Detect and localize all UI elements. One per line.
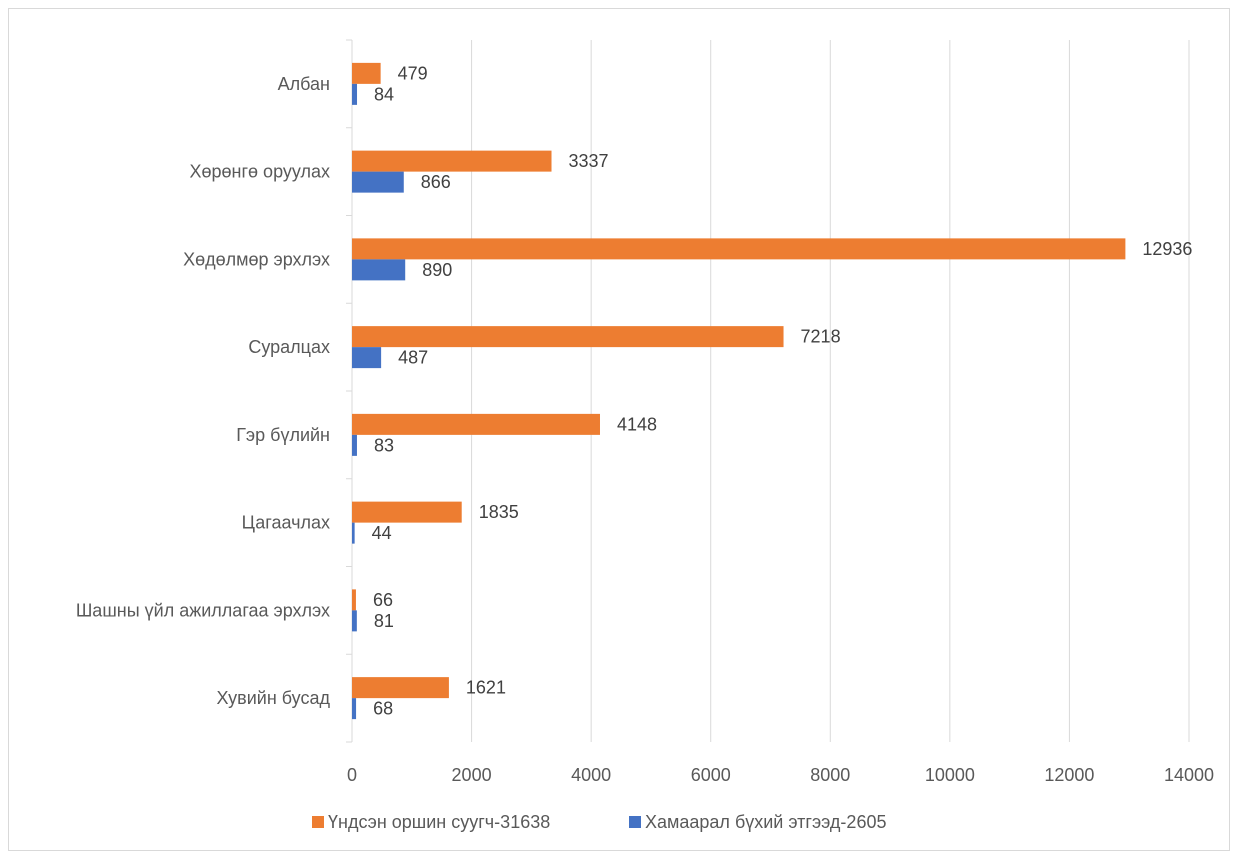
data-label: 12936 — [1142, 239, 1192, 259]
data-label: 4148 — [617, 414, 657, 434]
bar-series-1 — [352, 62, 381, 84]
bar-series-1 — [352, 238, 1126, 260]
bar-series-2 — [352, 522, 355, 544]
category-label: Суралцах — [248, 337, 330, 357]
x-tick-label: 14000 — [1164, 765, 1214, 785]
bar-series-1 — [352, 589, 356, 611]
x-tick-label: 2000 — [452, 765, 492, 785]
chart-frame — [8, 8, 1230, 851]
bar-series-2 — [352, 434, 357, 456]
data-label: 66 — [373, 590, 393, 610]
x-tick-label: 8000 — [810, 765, 850, 785]
category-label: Шашны үйл ажиллагаа эрхлэх — [76, 600, 330, 620]
data-label: 1621 — [466, 678, 506, 698]
category-label: Албан — [278, 74, 330, 94]
data-label: 479 — [398, 63, 428, 83]
data-label: 83 — [374, 435, 394, 455]
data-label: 487 — [398, 348, 428, 368]
x-tick-label: 6000 — [691, 765, 731, 785]
bar-series-1 — [352, 326, 784, 348]
x-tick-label: 4000 — [571, 765, 611, 785]
x-tick-label: 12000 — [1044, 765, 1094, 785]
data-label: 68 — [373, 699, 393, 719]
x-tick-label: 0 — [347, 765, 357, 785]
bar-series-2 — [352, 83, 358, 105]
data-label: 3337 — [569, 151, 609, 171]
bar-series-2 — [352, 698, 357, 720]
bar-series-2 — [352, 347, 382, 369]
bar-series-2 — [352, 171, 404, 193]
bar-series-1 — [352, 677, 449, 699]
data-label: 890 — [422, 260, 452, 280]
bar-series-2 — [352, 259, 406, 281]
bar-series-2 — [352, 610, 357, 632]
bar-series-1 — [352, 150, 552, 172]
data-label: 84 — [374, 84, 394, 104]
legend-swatch — [629, 816, 641, 828]
legend-swatch — [312, 816, 324, 828]
category-label: Цагаачлах — [242, 513, 330, 533]
data-label: 44 — [372, 523, 392, 543]
x-tick-label: 10000 — [925, 765, 975, 785]
data-label: 81 — [374, 611, 394, 631]
data-label: 866 — [421, 172, 451, 192]
category-label: Хөдөлмөр эрхлэх — [183, 249, 330, 269]
category-label: Хөрөнгө оруулах — [190, 162, 331, 182]
legend-label: Хамаарал бүхий этгээд-2605 — [645, 812, 886, 832]
data-label: 7218 — [801, 327, 841, 347]
data-label: 1835 — [479, 502, 519, 522]
category-label: Хувийн бусад — [217, 688, 331, 708]
legend-label: Үндсэн оршин суугч-31638 — [328, 812, 550, 832]
category-label: Гэр бүлийн — [236, 425, 330, 445]
bar-series-1 — [352, 413, 600, 435]
bar-series-1 — [352, 501, 462, 523]
